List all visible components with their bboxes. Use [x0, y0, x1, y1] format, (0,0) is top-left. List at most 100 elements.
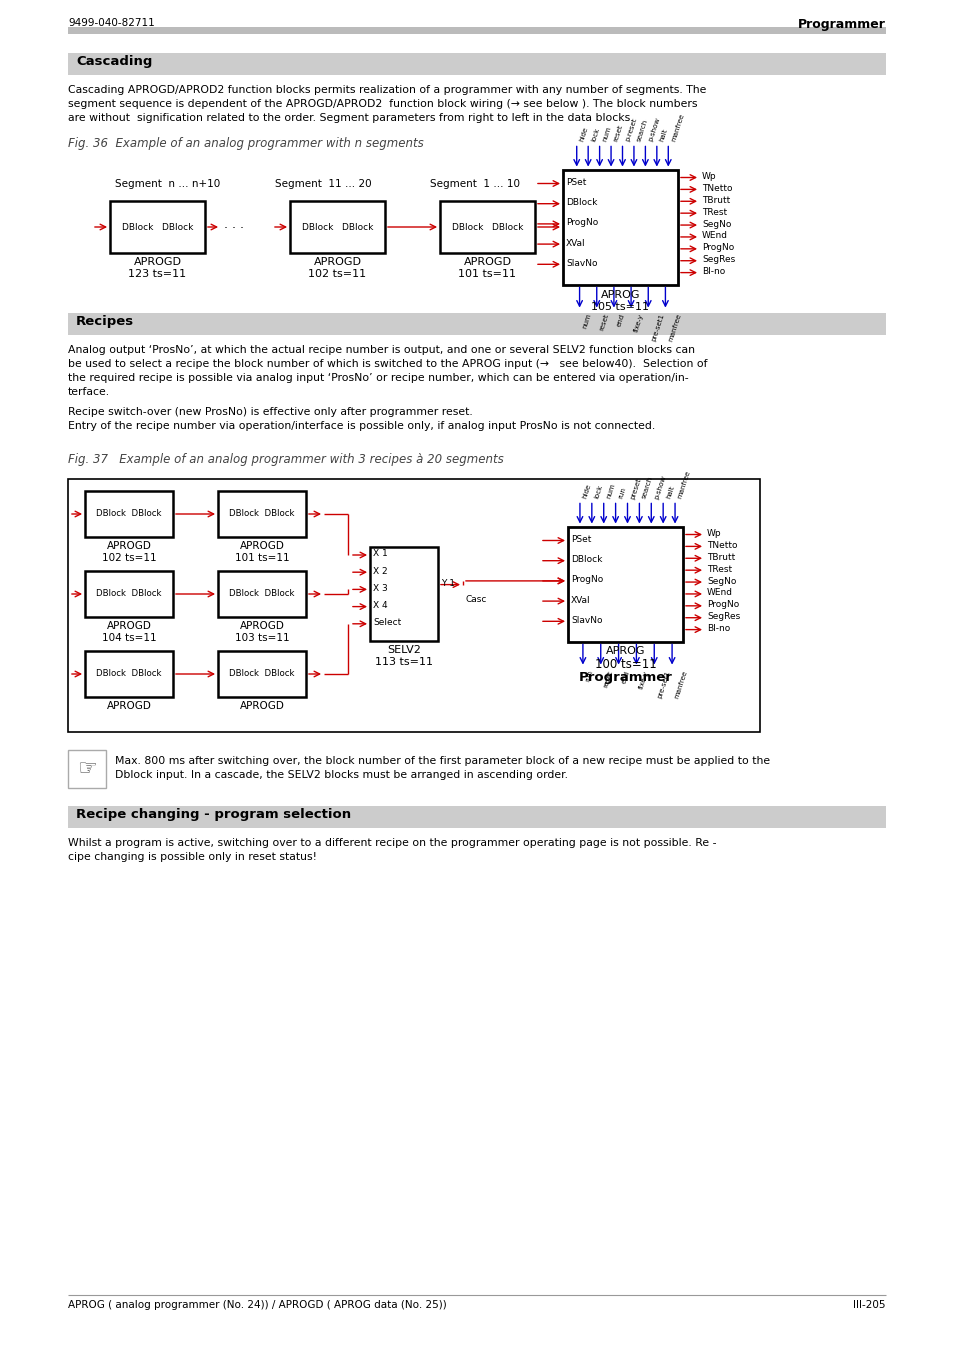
Text: APROGD: APROGD	[107, 701, 152, 711]
Text: hide: hide	[578, 127, 589, 143]
Text: p-show: p-show	[653, 474, 666, 500]
Text: DBlock   DBlock: DBlock DBlock	[301, 223, 373, 231]
Text: X 4: X 4	[373, 601, 387, 610]
Text: pre-set1: pre-set1	[650, 312, 664, 342]
Text: hide: hide	[581, 483, 592, 499]
Text: manfree: manfree	[677, 470, 691, 500]
Text: reset: reset	[613, 124, 623, 143]
Text: manfree: manfree	[674, 670, 688, 699]
Text: APROG: APROG	[605, 647, 644, 656]
Text: SegRes: SegRes	[701, 255, 735, 265]
Text: Y 1: Y 1	[440, 579, 455, 589]
Text: DBlock  DBlock: DBlock DBlock	[96, 670, 162, 679]
Text: 105 ts=11: 105 ts=11	[591, 301, 649, 312]
Text: DBlock  DBlock: DBlock DBlock	[229, 590, 294, 598]
Text: DBlock: DBlock	[571, 555, 601, 564]
Text: Segment  n … n+10: Segment n … n+10	[115, 180, 220, 189]
Text: the required recipe is possible via analog input ‘ProsNo’ or recipe number, whic: the required recipe is possible via anal…	[68, 373, 688, 383]
Text: 100 ts=11: 100 ts=11	[594, 659, 656, 671]
Text: X 3: X 3	[373, 585, 387, 593]
Text: run: run	[584, 670, 594, 683]
Text: Cascading: Cascading	[76, 55, 152, 68]
Text: DBlock  DBlock: DBlock DBlock	[96, 509, 162, 518]
Text: num: num	[581, 312, 592, 329]
Text: p-reset: p-reset	[624, 117, 638, 143]
Text: 104 ts=11: 104 ts=11	[102, 633, 156, 643]
Text: lock: lock	[590, 127, 599, 143]
Text: Recipe changing - program selection: Recipe changing - program selection	[76, 809, 351, 821]
Text: Recipes: Recipes	[76, 315, 134, 328]
Bar	[290, 201, 385, 252]
Text: halt: halt	[659, 128, 668, 143]
Text: num: num	[601, 126, 612, 143]
Text: manfree: manfree	[670, 113, 684, 143]
Text: segment sequence is dependent of the APROGD/APROD2  function block wiring (→ see: segment sequence is dependent of the APR…	[68, 99, 697, 109]
Text: III-205: III-205	[853, 1300, 885, 1310]
Text: ProgNo: ProgNo	[706, 601, 739, 609]
Text: APROG: APROG	[600, 289, 639, 300]
Text: Recipe switch-over (new ProsNo) is effective only after programmer reset.: Recipe switch-over (new ProsNo) is effec…	[68, 406, 473, 417]
Text: TRest: TRest	[706, 564, 731, 574]
Bar	[68, 751, 106, 788]
Text: Bl-no: Bl-no	[706, 624, 729, 633]
Text: be used to select a recipe the block number of which is switched to the APROG in: be used to select a recipe the block num…	[68, 359, 707, 369]
Text: Bl-no: Bl-no	[701, 267, 724, 277]
Text: ProgNo: ProgNo	[701, 243, 734, 252]
Text: X 2: X 2	[373, 567, 387, 575]
Text: DBlock  DBlock: DBlock DBlock	[96, 590, 162, 598]
Text: Fig. 37   Example of an analog programmer with 3 recipes à 20 segments: Fig. 37 Example of an analog programmer …	[68, 454, 503, 466]
Text: Wp: Wp	[701, 171, 716, 181]
Text: APROGD: APROGD	[239, 701, 284, 711]
Text: TRest: TRest	[701, 208, 726, 216]
Text: ProgNo: ProgNo	[565, 219, 598, 227]
Text: pre-set1: pre-set1	[656, 670, 670, 699]
Text: Segment  1 … 10: Segment 1 … 10	[430, 180, 519, 189]
Text: 103 ts=11: 103 ts=11	[234, 633, 289, 643]
Text: Entry of the recipe number via operation/interface is possible only, if analog i: Entry of the recipe number via operation…	[68, 421, 655, 431]
Text: SlavNo: SlavNo	[565, 259, 597, 267]
Text: XVal: XVal	[565, 239, 585, 247]
Bar	[439, 201, 535, 252]
Text: SegNo: SegNo	[706, 576, 736, 586]
Bar	[110, 201, 205, 252]
Text: TBrutt: TBrutt	[706, 552, 735, 562]
Bar	[68, 806, 885, 828]
Text: p-show: p-show	[647, 117, 660, 143]
Text: ProgNo: ProgNo	[571, 575, 602, 585]
Text: search: search	[636, 119, 648, 143]
Bar	[68, 313, 885, 335]
Text: num: num	[605, 483, 616, 499]
Text: Programmer: Programmer	[798, 18, 885, 31]
Text: DBlock  DBlock: DBlock DBlock	[229, 509, 294, 518]
Text: APROGD: APROGD	[107, 541, 152, 551]
Text: SegNo: SegNo	[701, 220, 731, 228]
Text: 101 ts=11: 101 ts=11	[458, 269, 516, 279]
Text: search: search	[640, 475, 654, 500]
Text: . . .: . . .	[224, 219, 244, 231]
Text: reset: reset	[602, 670, 614, 688]
Bar	[218, 571, 306, 617]
Bar	[68, 53, 885, 76]
Text: preset: preset	[629, 477, 641, 500]
Text: APROGD: APROGD	[239, 541, 284, 551]
Text: 123 ts=11: 123 ts=11	[129, 269, 187, 279]
Text: 102 ts=11: 102 ts=11	[308, 269, 366, 279]
Text: Cascading APROGD/APROD2 function blocks permits realization of a programmer with: Cascading APROGD/APROD2 function blocks …	[68, 85, 705, 94]
Text: 102 ts=11: 102 ts=11	[102, 554, 156, 563]
Text: TBrutt: TBrutt	[701, 196, 729, 205]
Text: PSet: PSet	[571, 535, 591, 544]
Text: Max. 800 ms after switching over, the block number of the first parameter block : Max. 800 ms after switching over, the bl…	[115, 756, 769, 765]
Text: Analog output ‘ProsNo’, at which the actual recipe number is output, and one or : Analog output ‘ProsNo’, at which the act…	[68, 346, 695, 355]
Text: Dblock input. In a cascade, the SELV2 blocks must be arranged in ascending order: Dblock input. In a cascade, the SELV2 bl…	[115, 769, 567, 780]
Text: TNetto: TNetto	[701, 184, 732, 193]
Text: PSet: PSet	[565, 178, 586, 188]
Bar	[567, 526, 682, 641]
Bar	[218, 651, 306, 697]
Text: WEnd: WEnd	[701, 231, 727, 240]
Text: APROG ( analog programmer (No. 24)) / APROGD ( APROG data (No. 25)): APROG ( analog programmer (No. 24)) / AP…	[68, 1300, 446, 1310]
Text: end: end	[620, 670, 630, 684]
Text: manfree: manfree	[667, 312, 681, 342]
Text: Segment  11 … 20: Segment 11 … 20	[274, 180, 372, 189]
Text: APROGD: APROGD	[239, 621, 284, 630]
Text: Whilst a program is active, switching over to a different recipe on the programm: Whilst a program is active, switching ov…	[68, 838, 716, 848]
